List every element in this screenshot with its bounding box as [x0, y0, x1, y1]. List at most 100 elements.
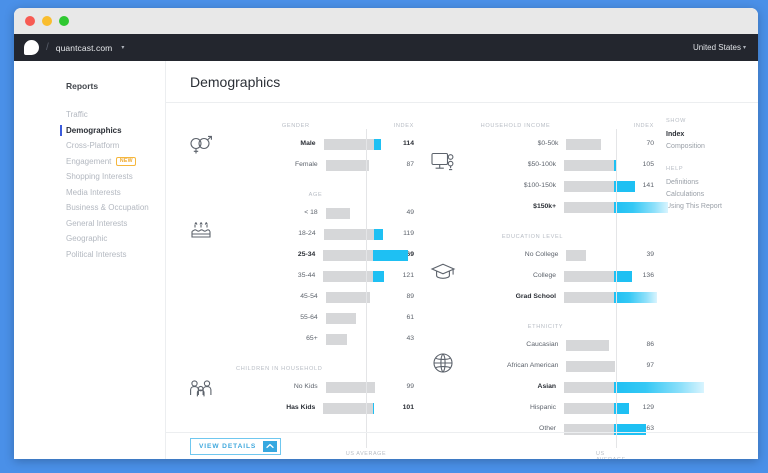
- panel-item-index[interactable]: Index: [666, 131, 685, 138]
- chart-row-label: 45-54: [300, 293, 318, 300]
- chart-bar-baseline-segment: [325, 159, 370, 171]
- chart-bar: [566, 138, 666, 150]
- chart-row[interactable]: $50-100k 105: [424, 154, 656, 175]
- chart-bar-baseline-segment: [564, 402, 615, 414]
- chart-row[interactable]: 65+ 43: [182, 328, 416, 349]
- top-navigation-bar: / quantcast.com ▾ United States ▾: [14, 34, 758, 61]
- chart-row[interactable]: $100-150k 141: [424, 175, 656, 196]
- chart-row-track: [564, 265, 643, 286]
- chart-bar-baseline-segment: [323, 270, 374, 282]
- chart-bar-baseline-segment: [325, 291, 371, 303]
- chart-row[interactable]: Asian279: [424, 376, 704, 397]
- region-label: United States: [692, 43, 741, 52]
- sidebar-item-label: Engagement: [66, 156, 112, 166]
- chart-row[interactable]: 35-44 121: [182, 265, 416, 286]
- chart-row-index-value: 114: [403, 140, 414, 147]
- chart-bar: [564, 291, 664, 303]
- close-window-button[interactable]: [25, 16, 35, 26]
- minimize-window-button[interactable]: [42, 16, 52, 26]
- chart-row[interactable]: Hispanic 129: [424, 397, 656, 418]
- sidebar-item-shopping-interests[interactable]: Shopping Interests: [14, 169, 165, 185]
- chart-bar-baseline-segment: [564, 423, 615, 435]
- sidebar: Reports Traffic Demographics Cross-Platfor…: [14, 61, 166, 459]
- chart-row-track: [564, 376, 704, 397]
- chevron-up-icon[interactable]: [263, 440, 278, 452]
- chart-row-track: [566, 244, 646, 265]
- chart-row-track: [325, 154, 407, 175]
- sidebar-item-demographics[interactable]: Demographics: [14, 123, 165, 139]
- panel-item-composition[interactable]: Composition: [666, 143, 705, 150]
- chart-row-index-value: 97: [646, 362, 654, 369]
- chart-row[interactable]: 55-64 61: [182, 307, 416, 328]
- chart-row-label: 18-24: [298, 230, 316, 237]
- panel-item-definitions[interactable]: Definitions: [666, 179, 699, 186]
- view-details-button[interactable]: VIEW DETAILS: [190, 437, 282, 455]
- chart-row[interactable]: $150k+208: [424, 196, 669, 217]
- chart-row-track: [564, 286, 658, 307]
- site-selector-label[interactable]: quantcast.com: [55, 42, 113, 53]
- chart-row[interactable]: 25-34 169: [182, 244, 416, 265]
- sidebar-item-media-interests[interactable]: Media Interests: [14, 185, 165, 201]
- chart-row-label: $50-100k: [527, 161, 557, 168]
- chart-bar: [325, 381, 426, 393]
- chart-group-header: HOUSEHOLD INCOME INDEX: [424, 117, 656, 129]
- chart-row-label: College: [532, 272, 557, 279]
- sidebar-item-cross-platform[interactable]: Cross-Platform: [14, 138, 165, 154]
- help-header: HELP: [666, 166, 684, 172]
- chart-row[interactable]: Has Kids 101: [182, 397, 416, 418]
- chart-row-track: [325, 286, 407, 307]
- charts-area: GENDER INDEX Male 114 Female 87 AGE < 18 49 18-2…: [166, 103, 758, 459]
- chart-row-label: Female: [295, 161, 318, 168]
- chart-bar-above-average-segment: [614, 201, 669, 213]
- sidebar-item-general-interests[interactable]: General Interests: [14, 216, 165, 232]
- panel-item-using-this-report[interactable]: Using This Report: [666, 203, 722, 210]
- chart-bar: [323, 270, 423, 282]
- chart-row[interactable]: No Kids 99: [182, 376, 416, 397]
- chart-row-index-value: 70: [646, 140, 654, 147]
- chart-column-right: HOUSEHOLD INCOME INDEX $0-50k 70 $50-100k 105…: [416, 117, 704, 459]
- chart-row[interactable]: Other 163: [424, 418, 656, 439]
- chart-row[interactable]: < 18 49: [182, 202, 416, 223]
- region-selector[interactable]: United States ▾: [693, 43, 746, 52]
- chart-row-label: African American: [507, 362, 559, 369]
- chart-row[interactable]: $0-50k 70: [424, 133, 656, 154]
- chart-row[interactable]: African American 97: [424, 355, 656, 376]
- chart-bar-baseline-segment: [325, 333, 348, 345]
- maximize-window-button[interactable]: [59, 16, 69, 26]
- us-average-line: [366, 129, 367, 448]
- main-content: Demographics GENDER INDEX Male 114 Female 87 …: [166, 61, 758, 459]
- chart-row[interactable]: Grad School186: [424, 286, 658, 307]
- sidebar-item-geographic[interactable]: Geographic: [14, 231, 165, 247]
- chart-bar-above-average-segment: [614, 180, 635, 192]
- chart-group-header: CHILDREN IN HOUSEHOLD: [182, 360, 416, 372]
- sidebar-item-political-interests[interactable]: Political Interests: [14, 247, 165, 263]
- panel-item-calculations[interactable]: Calculations: [666, 191, 705, 198]
- chart-bar-above-average-segment: [373, 249, 408, 261]
- chart-group-children-in-household: CHILDREN IN HOUSEHOLD No Kids 99 Has Kids 10…: [182, 360, 416, 418]
- chart-row-index-value: 119: [403, 230, 414, 237]
- sidebar-item-business-occupation[interactable]: Business & Occupation: [14, 200, 165, 216]
- browser-window: / quantcast.com ▾ United States ▾ Report…: [14, 8, 758, 459]
- chart-row-label: Caucasian: [526, 341, 559, 348]
- chart-row[interactable]: Female 87: [182, 154, 416, 175]
- chart-group-label: EDUCATION LEVEL: [501, 234, 564, 240]
- chart-bar-baseline-segment: [564, 270, 615, 282]
- chart-bar-baseline-segment: [325, 381, 376, 393]
- sidebar-item-label: Cross-Platform: [66, 141, 120, 150]
- sidebar-item-traffic[interactable]: Traffic: [14, 107, 165, 123]
- chart-row[interactable]: College 136: [424, 265, 656, 286]
- chart-bar: [564, 402, 664, 414]
- sidebar-item-engagement[interactable]: Engagement NEW: [14, 154, 165, 170]
- chart-row-index-value: 43: [406, 335, 414, 342]
- chart-row[interactable]: No College 39: [424, 244, 656, 265]
- chart-bar-baseline-segment: [566, 249, 586, 261]
- chevron-down-icon[interactable]: ▾: [121, 45, 125, 51]
- chart-bar-baseline-segment: [564, 381, 615, 393]
- chart-row[interactable]: Caucasian 86: [424, 334, 656, 355]
- chevron-down-icon: ▾: [742, 45, 746, 51]
- brand-area[interactable]: / quantcast.com ▾: [24, 40, 124, 55]
- chart-row[interactable]: Male 114: [182, 133, 416, 154]
- chart-row[interactable]: 18-24 119: [182, 223, 416, 244]
- chart-bar: [323, 138, 424, 150]
- chart-row[interactable]: 45-54 89: [182, 286, 416, 307]
